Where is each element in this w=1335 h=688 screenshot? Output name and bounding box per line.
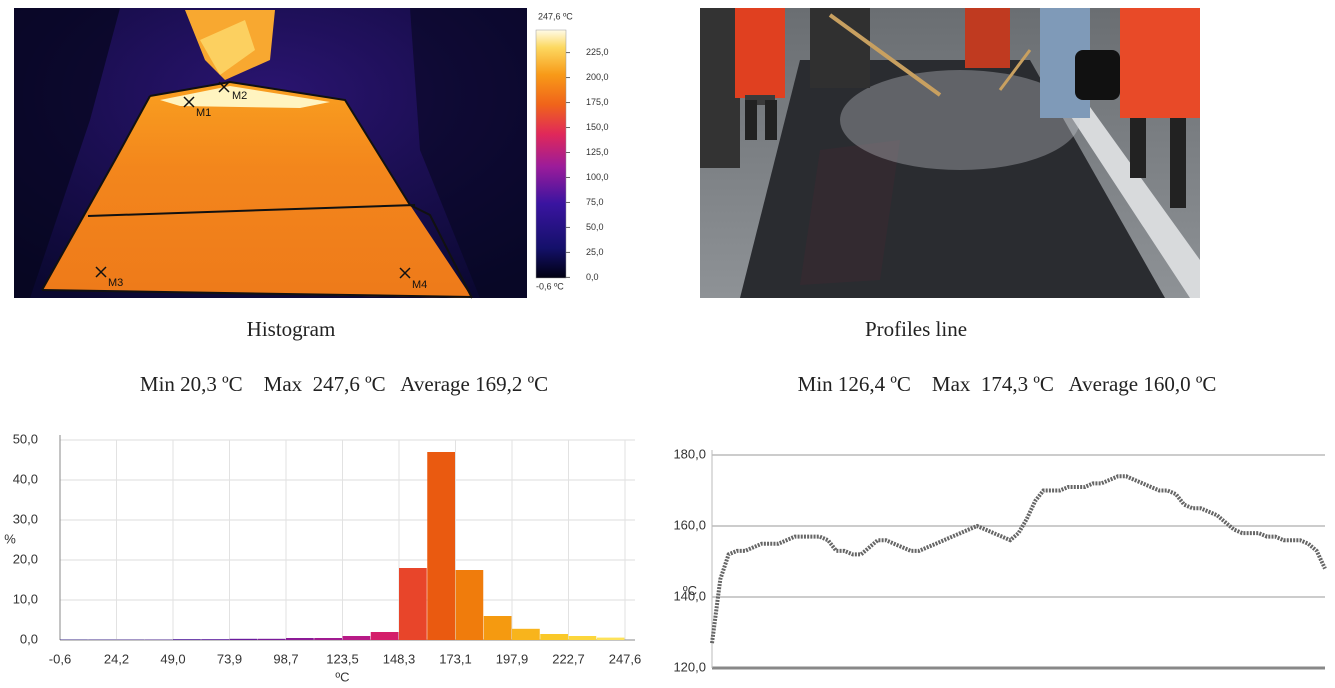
x-tick-label: 148,3 xyxy=(383,651,416,666)
colorbar-tick-label: 100,0 xyxy=(586,172,609,182)
marker-label: M3 xyxy=(108,277,123,289)
histogram-bar xyxy=(257,638,286,640)
marker-label: M4 xyxy=(412,279,427,291)
histogram-bar xyxy=(427,452,455,640)
colorbar-tick-label: 175,0 xyxy=(586,97,609,107)
x-tick-label: 197,9 xyxy=(496,651,529,666)
y-tick-label: 40,0 xyxy=(13,471,38,486)
x-tick-label: -0,6 xyxy=(49,651,71,666)
colorbar-tick-label: 150,0 xyxy=(586,122,609,132)
x-tick-label: 24,2 xyxy=(104,651,129,666)
y-tick-label: 120,0 xyxy=(673,659,706,674)
y-tick-label: 20,0 xyxy=(13,551,38,566)
x-tick-label: 247,6 xyxy=(609,651,642,666)
histogram-bar xyxy=(314,638,342,640)
histogram-bar xyxy=(483,616,512,640)
marker-label: M1 xyxy=(196,107,211,119)
y-tick-label: 50,0 xyxy=(13,431,38,446)
colorbar-tick-label: 200,0 xyxy=(586,72,609,82)
chart-subtitle: Min 20,3 ºC Max 247,6 ºC Average 169,2 º… xyxy=(140,372,548,396)
y-axis-label: ºC xyxy=(683,583,697,598)
y-tick-label: 160,0 xyxy=(673,517,706,532)
colorbar-tick-label: 25,0 xyxy=(586,247,604,257)
histogram-bar xyxy=(568,636,597,640)
histogram-bar xyxy=(229,638,258,640)
chart-subtitle: Min 126,4 ºC Max 174,3 ºC Average 160,0 … xyxy=(798,372,1217,396)
x-tick-label: 73,9 xyxy=(217,651,242,666)
histogram-bar xyxy=(173,639,201,640)
y-tick-label: 10,0 xyxy=(13,591,38,606)
profile-line xyxy=(710,474,1327,644)
x-tick-label: 49,0 xyxy=(160,651,185,666)
histogram-bar xyxy=(596,637,625,640)
histogram-bar xyxy=(455,570,484,640)
histogram-bar xyxy=(201,639,229,640)
colorbar-tick-label: 75,0 xyxy=(586,197,604,207)
colorbar-tick-label: 125,0 xyxy=(586,147,609,157)
colorbar-tick-label: 0,0 xyxy=(586,272,599,282)
x-tick-label: 98,7 xyxy=(273,651,298,666)
y-axis-label: % xyxy=(4,531,16,546)
y-tick-label: 0,0 xyxy=(20,631,38,646)
colorbar-tick-label: 50,0 xyxy=(586,222,604,232)
histogram-bar xyxy=(540,634,568,640)
histogram-bar xyxy=(399,568,427,640)
colorbar: 247,6 ºC -0,6 ºC 0,0 25,0 50,0 75,0 100,0 125… xyxy=(535,11,609,291)
x-tick-label: 222,7 xyxy=(552,651,585,666)
x-axis-label: ºC xyxy=(335,669,349,684)
colorbar-max-label: 247,6 ºC xyxy=(538,11,573,21)
histogram-bar xyxy=(370,632,399,640)
colorbar-tick-label: 225,0 xyxy=(586,47,609,57)
histogram-bar xyxy=(342,636,371,640)
y-tick-label: 140,0 xyxy=(673,588,706,603)
colorbar-min-label: -0,6 ºC xyxy=(536,281,564,291)
chart-title: Profiles line xyxy=(865,317,967,341)
x-tick-label: 173,1 xyxy=(439,651,472,666)
y-tick-label: 180,0 xyxy=(673,446,706,461)
y-tick-label: 30,0 xyxy=(13,511,38,526)
marker-label: M2 xyxy=(232,90,247,102)
histogram-bar xyxy=(512,628,540,640)
thermal-image: M1 M2 M3 M4 xyxy=(14,8,527,299)
site-photo xyxy=(700,8,1200,298)
x-tick-label: 123,5 xyxy=(326,651,359,666)
histogram-bar xyxy=(286,638,314,640)
chart-title: Histogram xyxy=(247,317,336,341)
